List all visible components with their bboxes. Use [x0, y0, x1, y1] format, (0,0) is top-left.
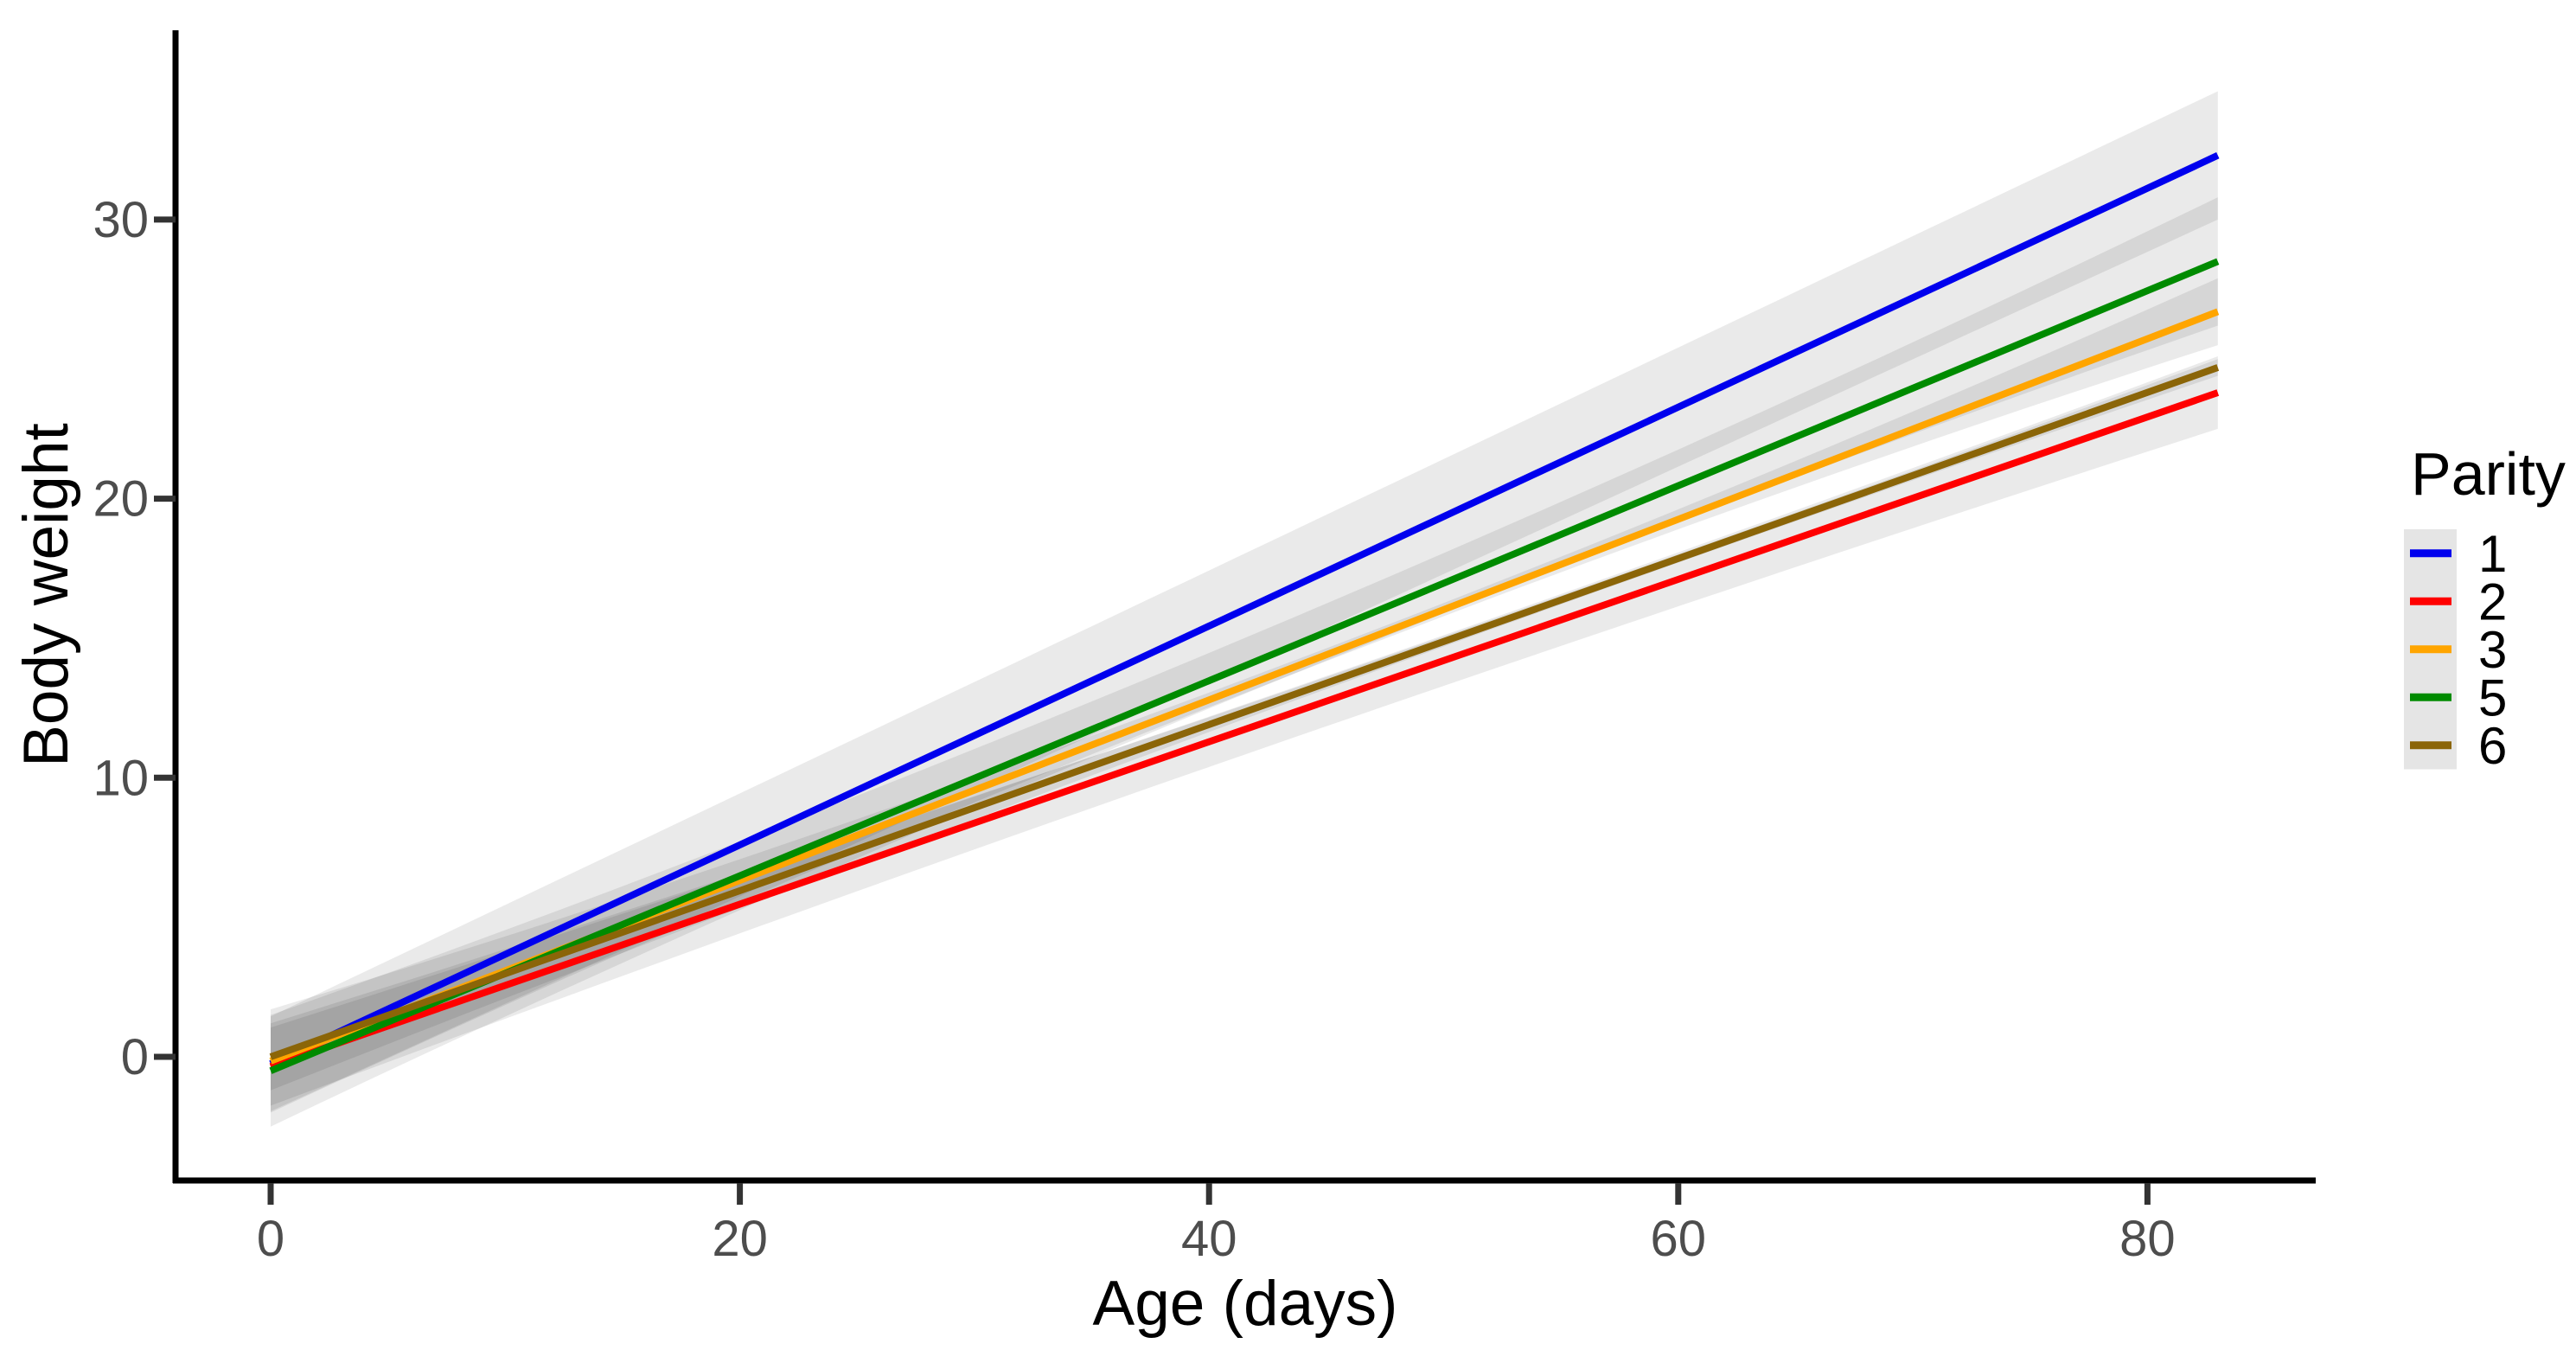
- legend-label: 3: [2478, 621, 2507, 679]
- legend-row-parity-5: 5: [2404, 669, 2507, 727]
- x-tick-label: 60: [1651, 1211, 1707, 1267]
- trend-line-parity-5: [269, 258, 2220, 1074]
- y-tick-label: 10: [93, 750, 149, 806]
- trend-line-parity-1: [269, 152, 2220, 1067]
- y-tick-label: 30: [93, 192, 149, 248]
- legend-label: 5: [2478, 669, 2507, 727]
- ci-band-parity-1: [271, 91, 2218, 1111]
- x-tick-label: 20: [712, 1211, 768, 1267]
- legend-row-parity-1: 1: [2404, 525, 2507, 583]
- ci-band-parity-5: [271, 197, 2218, 1127]
- legend-label: 1: [2478, 525, 2507, 583]
- legend-title: Parity: [2411, 440, 2566, 508]
- y-axis-title: Body weight: [11, 423, 81, 767]
- legend-label: 6: [2478, 717, 2507, 775]
- x-axis-title: Age (days): [1093, 1269, 1398, 1339]
- y-tick-label: 0: [121, 1029, 149, 1085]
- y-axis-ticks: 0 10 20 30: [93, 192, 176, 1085]
- legend-row-parity-2: 2: [2404, 573, 2507, 631]
- x-tick-label: 80: [2119, 1211, 2176, 1267]
- legend-row-parity-6: 6: [2404, 717, 2507, 775]
- trend-line-parity-2: [269, 389, 2220, 1071]
- x-tick-label: 0: [257, 1211, 284, 1267]
- x-axis-ticks: 0 20 40 60 80: [257, 1183, 2176, 1267]
- y-tick-label: 20: [93, 471, 149, 528]
- legend-row-parity-3: 3: [2404, 621, 2507, 679]
- series-lines: [269, 152, 2220, 1074]
- x-tick-label: 40: [1181, 1211, 1237, 1267]
- legend-label: 2: [2478, 573, 2507, 631]
- trend-line-parity-6: [269, 364, 2220, 1060]
